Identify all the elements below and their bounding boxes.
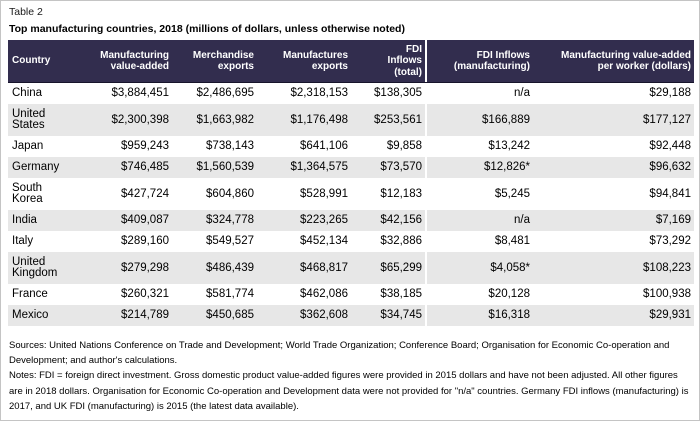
table-row: France $260,321 $581,774 $462,086 $38,185 $20… [8,284,694,305]
manufacturing-countries-table: Country Manufacturing value-added Mercha… [8,40,694,326]
row-country: China [12,87,43,99]
cell-manufacturing-value-added: $214,789 [121,309,169,321]
cell-merchandise-exports: $450,685 [206,309,254,321]
table-row: Italy $289,160 $549,527 $452,134 $32,886 $8,4… [8,231,694,252]
cell-manufactures-exports: $468,817 [300,261,348,274]
cell-manufactures-exports: $2,318,153 [290,87,348,99]
table-header-row: Country Manufacturing value-added Mercha… [8,40,694,83]
cell-manufacturing-value-added: $746,485 [121,161,169,173]
cell-fdi-inflows-total: $253,561 [374,113,422,126]
cell-manufacturing-value-added-per-worker: $94,841 [649,187,691,200]
cell-fdi-inflows-total: $12,183 [380,187,422,200]
cell-manufactures-exports: $223,265 [300,214,348,226]
cell-fdi-inflows-total: $32,886 [380,235,422,247]
cell-fdi-inflows-manufacturing: $13,242 [425,136,542,157]
cell-manufactures-exports: $1,176,498 [290,113,348,126]
row-country: Japan [12,140,44,152]
cell-manufactures-exports: $641,106 [300,140,348,152]
cell-manufactures-exports: $452,134 [300,235,348,247]
cell-fdi-inflows-total: $138,305 [374,87,422,99]
cell-merchandise-exports: $1,663,982 [196,113,254,126]
cell-fdi-inflows-manufacturing: $166,889 [425,104,542,136]
row-country: United States [12,108,46,131]
cell-manufacturing-value-added-per-worker: $108,223 [643,261,691,274]
cell-merchandise-exports: $324,778 [206,214,254,226]
table-row: United Kingdom $279,298 $486,439 $468,817 $6… [8,252,694,284]
cell-manufacturing-value-added-per-worker: $177,127 [643,113,691,126]
cell-fdi-inflows-manufacturing: $16,318 [425,305,542,326]
cell-fdi-inflows-total: $38,185 [380,288,422,300]
cell-manufacturing-value-added: $427,724 [121,187,169,200]
table-row: India $409,087 $324,778 $223,265 $42,156 n/a $… [8,210,694,231]
cell-merchandise-exports: $486,439 [206,261,254,274]
table-number-label: Table 2 [9,6,43,18]
table-row: Japan $959,243 $738,143 $641,106 $9,858 $13,2… [8,136,694,157]
cell-manufactures-exports: $528,991 [300,187,348,200]
row-country: Italy [12,235,34,247]
cell-manufactures-exports: $362,608 [300,309,348,321]
cell-manufacturing-value-added-per-worker: $100,938 [643,288,691,300]
cell-manufacturing-value-added: $2,300,398 [111,113,169,126]
cell-manufacturing-value-added: $289,160 [121,235,169,247]
cell-fdi-inflows-total: $73,570 [380,161,422,173]
column-header-manufacturing-value-added: Manufacturing value-added [100,49,169,73]
cell-manufacturing-value-added-per-worker: $92,448 [649,140,691,152]
cell-manufacturing-value-added: $3,884,451 [111,87,169,99]
table-footnotes: Sources: United Nations Conference on Tr… [8,338,692,415]
cell-manufactures-exports: $1,364,575 [290,161,348,173]
cell-merchandise-exports: $604,860 [206,187,254,200]
row-country: South Korea [12,182,43,205]
table-row: Germany $746,485 $1,560,539 $1,364,575 $73,5… [8,157,694,178]
sources-note: Sources: United Nations Conference on Tr… [9,340,670,366]
cell-fdi-inflows-manufacturing: $4,058* [425,252,542,284]
cell-fdi-inflows-total: $9,858 [386,140,422,152]
cell-merchandise-exports: $549,527 [206,235,254,247]
cell-merchandise-exports: $1,560,539 [196,161,254,173]
column-header-merchandise-exports: Merchandise exports [192,49,254,73]
cell-manufacturing-value-added: $260,321 [121,288,169,300]
cell-manufactures-exports: $462,086 [300,288,348,300]
cell-fdi-inflows-manufacturing: $5,245 [425,178,542,210]
row-country: France [12,288,48,300]
table-row: United States $2,300,398 $1,663,982 $1,176,… [8,104,694,136]
cell-fdi-inflows-manufacturing: $12,826* [425,157,542,178]
cell-manufacturing-value-added-per-worker: $29,188 [649,87,691,99]
cell-manufacturing-value-added: $279,298 [121,261,169,274]
column-header-fdi-inflows-total: FDI Inflows (total) [387,43,422,78]
table-row: China $3,884,451 $2,486,695 $2,318,153 $138,… [8,83,694,104]
cell-fdi-inflows-manufacturing: $8,481 [425,231,542,252]
cell-merchandise-exports: $2,486,695 [196,87,254,99]
cell-fdi-inflows-total: $34,745 [380,309,422,321]
cell-fdi-inflows-manufacturing: n/a [425,210,542,231]
cell-manufacturing-value-added: $959,243 [121,140,169,152]
row-country: Mexico [12,309,49,321]
cell-merchandise-exports: $581,774 [206,288,254,300]
table-body: China $3,884,451 $2,486,695 $2,318,153 $138,… [8,83,694,326]
row-country: India [12,214,37,226]
row-country: United Kingdom [12,256,58,279]
cell-manufacturing-value-added-per-worker: $96,632 [649,161,691,173]
column-header-manufactures-exports: Manufactures exports [282,49,348,73]
cell-fdi-inflows-manufacturing: $20,128 [425,284,542,305]
column-header-value-added-per-worker: Manufacturing value-added per worker (do… [560,49,691,73]
table-row: South Korea $427,724 $604,860 $528,991 $12,1… [8,178,694,210]
cell-manufacturing-value-added-per-worker: $29,931 [649,309,691,321]
cell-manufacturing-value-added-per-worker: $7,169 [655,214,691,226]
notes-text: Notes: FDI = foreign direct investment. … [9,370,689,412]
cell-merchandise-exports: $738,143 [206,140,254,152]
cell-manufacturing-value-added-per-worker: $73,292 [649,235,691,247]
row-country: Germany [12,161,60,173]
table-row: Mexico $214,789 $450,685 $362,608 $34,745 $16… [8,305,694,326]
column-header-country: Country [12,55,51,67]
cell-fdi-inflows-manufacturing: n/a [425,83,542,104]
cell-manufacturing-value-added: $409,087 [121,214,169,226]
table-title: Top manufacturing countries, 2018 (milli… [9,23,405,35]
cell-fdi-inflows-total: $42,156 [380,214,422,226]
column-header-fdi-inflows-manufacturing: FDI Inflows (manufacturing) [425,40,542,82]
cell-fdi-inflows-total: $65,299 [380,261,422,274]
